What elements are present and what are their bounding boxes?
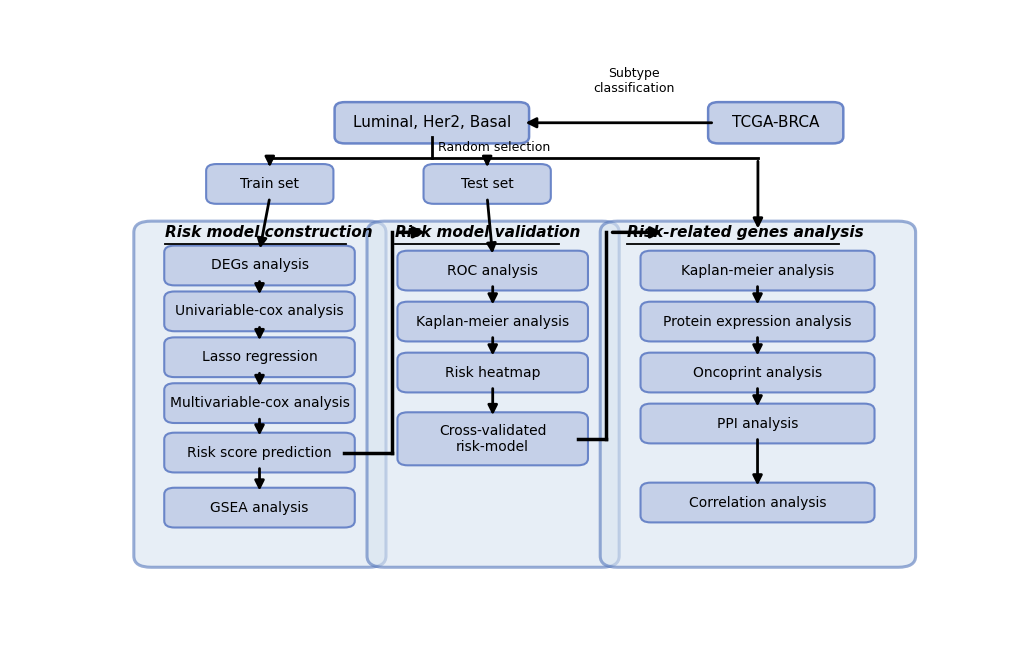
Text: PPI analysis: PPI analysis — [716, 416, 798, 430]
FancyBboxPatch shape — [397, 353, 587, 393]
Text: Kaplan-meier analysis: Kaplan-meier analysis — [681, 263, 834, 277]
Text: DEGs analysis: DEGs analysis — [210, 258, 308, 273]
Text: Random selection: Random selection — [438, 141, 550, 154]
Text: Subtype
classification: Subtype classification — [593, 67, 675, 95]
FancyBboxPatch shape — [164, 433, 355, 473]
FancyBboxPatch shape — [206, 164, 333, 204]
FancyBboxPatch shape — [397, 412, 587, 465]
Text: Risk-related genes analysis: Risk-related genes analysis — [627, 225, 863, 240]
FancyBboxPatch shape — [397, 302, 587, 342]
Text: TCGA-BRCA: TCGA-BRCA — [732, 115, 818, 130]
Text: Oncoprint analysis: Oncoprint analysis — [692, 365, 821, 379]
Text: Univariable-cox analysis: Univariable-cox analysis — [175, 305, 343, 318]
FancyBboxPatch shape — [640, 251, 873, 291]
FancyBboxPatch shape — [599, 221, 915, 567]
FancyBboxPatch shape — [397, 251, 587, 291]
FancyBboxPatch shape — [334, 102, 529, 144]
Text: Correlation analysis: Correlation analysis — [688, 496, 825, 510]
FancyBboxPatch shape — [640, 302, 873, 342]
Text: Protein expression analysis: Protein expression analysis — [662, 314, 851, 328]
Text: Cross-validated
risk-model: Cross-validated risk-model — [438, 424, 546, 454]
Text: ROC analysis: ROC analysis — [447, 263, 538, 277]
Text: Lasso regression: Lasso regression — [202, 350, 317, 364]
FancyBboxPatch shape — [164, 338, 355, 377]
FancyBboxPatch shape — [133, 221, 385, 567]
FancyBboxPatch shape — [164, 291, 355, 331]
Text: Train set: Train set — [240, 177, 299, 191]
Text: Test set: Test set — [461, 177, 513, 191]
Text: Risk model validation: Risk model validation — [394, 225, 580, 240]
Text: Luminal, Her2, Basal: Luminal, Her2, Basal — [353, 115, 511, 130]
Text: GSEA analysis: GSEA analysis — [210, 500, 309, 514]
FancyBboxPatch shape — [164, 488, 355, 528]
FancyBboxPatch shape — [640, 483, 873, 522]
Text: Risk model construction: Risk model construction — [165, 225, 373, 240]
Text: Kaplan-meier analysis: Kaplan-meier analysis — [416, 314, 569, 328]
Text: Risk heatmap: Risk heatmap — [444, 365, 540, 379]
FancyBboxPatch shape — [423, 164, 550, 204]
FancyBboxPatch shape — [164, 383, 355, 423]
FancyBboxPatch shape — [707, 102, 843, 144]
Text: Multivariable-cox analysis: Multivariable-cox analysis — [169, 396, 350, 410]
FancyBboxPatch shape — [640, 404, 873, 444]
FancyBboxPatch shape — [367, 221, 619, 567]
Text: Risk score prediction: Risk score prediction — [187, 446, 331, 459]
FancyBboxPatch shape — [164, 246, 355, 285]
FancyBboxPatch shape — [640, 353, 873, 393]
